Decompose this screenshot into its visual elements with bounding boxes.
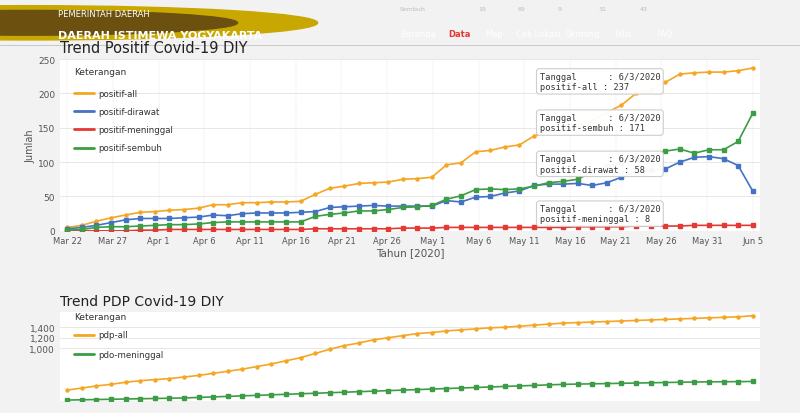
Text: positif-sembuh: positif-sembuh	[98, 144, 162, 153]
Text: Data: Data	[448, 30, 470, 39]
Y-axis label: Jumlah: Jumlah	[25, 129, 35, 162]
Text: positif-meninggal: positif-meninggal	[98, 126, 174, 135]
Text: FAQ: FAQ	[656, 30, 672, 39]
Text: PEMERINTAH DAERAH: PEMERINTAH DAERAH	[58, 10, 150, 19]
Text: Tanggal      : 6/3/2020
positif-sembuh : 171: Tanggal : 6/3/2020 positif-sembuh : 171	[539, 114, 660, 133]
Text: pdo-meninggal: pdo-meninggal	[98, 350, 164, 359]
Text: Map: Map	[486, 30, 503, 39]
Text: 9: 9	[558, 7, 562, 12]
Text: 19: 19	[478, 7, 486, 12]
Text: Trend PDP Covid-19 DIY: Trend PDP Covid-19 DIY	[60, 294, 224, 308]
Text: Trend Positif Covid-19 DIY: Trend Positif Covid-19 DIY	[60, 41, 247, 56]
Text: 43: 43	[640, 7, 648, 12]
Text: positif-all: positif-all	[98, 90, 138, 99]
Text: 31: 31	[598, 7, 606, 12]
Text: Skrining: Skrining	[566, 30, 600, 39]
Circle shape	[0, 12, 238, 36]
Text: Tanggal      : 6/3/2020
positif-meninggal : 8: Tanggal : 6/3/2020 positif-meninggal : 8	[539, 204, 660, 224]
Text: DAERAH ISTIMEWA YOGYAKARTA: DAERAH ISTIMEWA YOGYAKARTA	[58, 31, 262, 40]
Text: pdp-all: pdp-all	[98, 330, 128, 339]
Text: Sembuh: Sembuh	[400, 7, 426, 12]
Text: Cek Lokasi: Cek Lokasi	[516, 30, 561, 39]
Circle shape	[0, 7, 318, 41]
Text: Keterangan: Keterangan	[74, 68, 126, 77]
X-axis label: Tahun [2020]: Tahun [2020]	[376, 248, 444, 258]
Text: Tanggal      : 6/3/2020
positif-dirawat : 58: Tanggal : 6/3/2020 positif-dirawat : 58	[539, 155, 660, 174]
Text: Keterangan: Keterangan	[74, 312, 126, 321]
Text: Tanggal      : 6/3/2020
positif-all : 237: Tanggal : 6/3/2020 positif-all : 237	[539, 73, 660, 92]
Text: Beranda: Beranda	[400, 30, 436, 39]
Text: 69: 69	[518, 7, 526, 12]
Text: positif-dirawat: positif-dirawat	[98, 108, 160, 116]
Text: Rilis: Rilis	[614, 30, 632, 39]
